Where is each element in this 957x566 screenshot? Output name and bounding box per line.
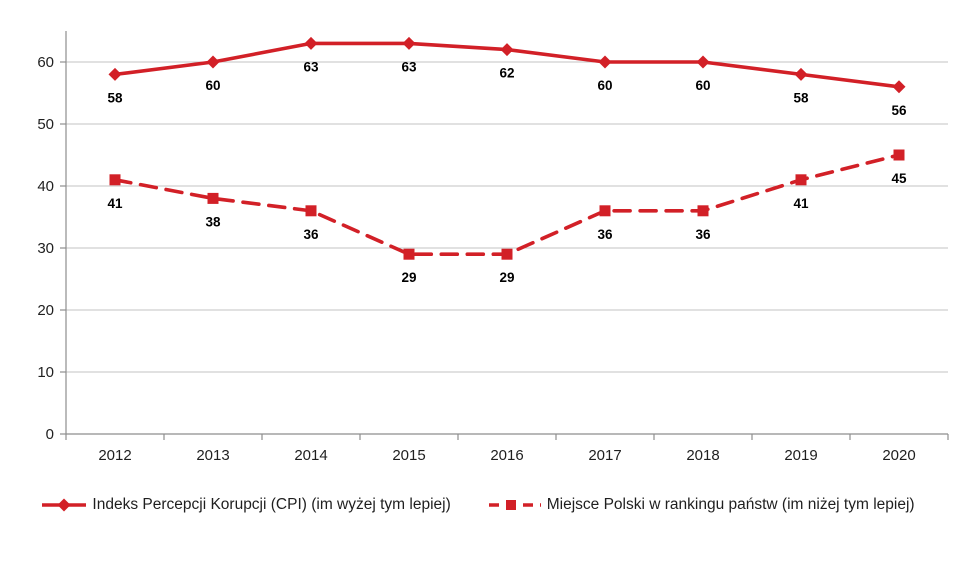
data-point-diamond [108,67,122,81]
legend-label-ranking: Miejsce Polski w rankingu państw (im niż… [546,496,915,513]
x-tick-label: 2015 [392,447,425,464]
data-point-square [893,149,905,161]
x-tick-label: 2020 [882,447,915,464]
data-point-square [599,205,611,217]
data-point-label: 29 [401,270,416,285]
y-tick-label: 10 [37,364,54,381]
y-tick-label: 20 [37,302,54,319]
x-tick-label: 2013 [196,447,229,464]
legend-label-cpi: Indeks Percepcji Korupcji (CPI) (im wyże… [92,496,451,513]
data-point-label: 29 [499,270,514,285]
data-point-square [403,248,415,260]
data-point-diamond [500,43,514,57]
y-tick-label: 60 [37,54,54,71]
legend-marker-solid-diamond-icon [42,498,87,512]
data-point-label: 41 [107,196,123,211]
data-point-label: 56 [891,103,907,118]
data-point-square [207,192,219,204]
data-point-label: 36 [695,227,711,242]
data-point-label: 36 [597,227,613,242]
data-point-square [795,174,807,186]
legend-item-cpi: Indeks Percepcji Korupcji (CPI) (im wyże… [42,496,451,514]
x-tick-label: 2016 [490,447,523,464]
data-point-label: 63 [303,59,319,74]
y-tick-label: 0 [46,426,54,443]
data-point-square [305,205,317,217]
data-point-square [109,174,121,186]
x-tick-label: 2014 [294,447,327,464]
data-point-square [501,248,513,260]
chart-plot-area: 0 10 20 30 40 50 60 2012 2013 2014 2015 2016 2017 201… [37,31,949,464]
data-point-label: 36 [303,227,319,242]
x-tick-label: 2018 [686,447,719,464]
y-tick-label: 30 [37,240,54,257]
x-tick-label: 2017 [588,447,621,464]
data-point-label: 60 [205,78,220,93]
data-point-diamond [892,80,906,94]
data-point-diamond [696,55,710,69]
y-tick-label: 50 [37,116,54,133]
x-tick-label: 2012 [98,447,131,464]
data-point-diamond [304,36,318,50]
data-point-diamond [402,36,416,50]
data-point-diamond [794,67,808,81]
data-point-label: 60 [695,78,710,93]
data-point-label: 45 [891,171,907,186]
chart-legend: Indeks Percepcji Korupcji (CPI) (im wyże… [0,496,957,514]
data-point-diamond [206,55,220,69]
data-point-label: 63 [401,59,417,74]
data-point-label: 60 [597,78,612,93]
x-tick-label: 2019 [784,447,817,464]
data-point-label: 58 [107,90,123,105]
legend-item-ranking: Miejsce Polski w rankingu państw (im niż… [488,496,915,514]
series-line-1 [113,153,901,256]
legend-marker-dashed-square-icon [488,500,541,510]
data-point-label: 38 [205,214,221,229]
y-tick-label: 40 [37,178,54,195]
data-point-label: 58 [793,90,809,105]
data-point-square [697,205,709,217]
data-point-label: 41 [793,196,809,211]
data-point-diamond [598,55,612,69]
data-point-label: 62 [499,66,514,81]
